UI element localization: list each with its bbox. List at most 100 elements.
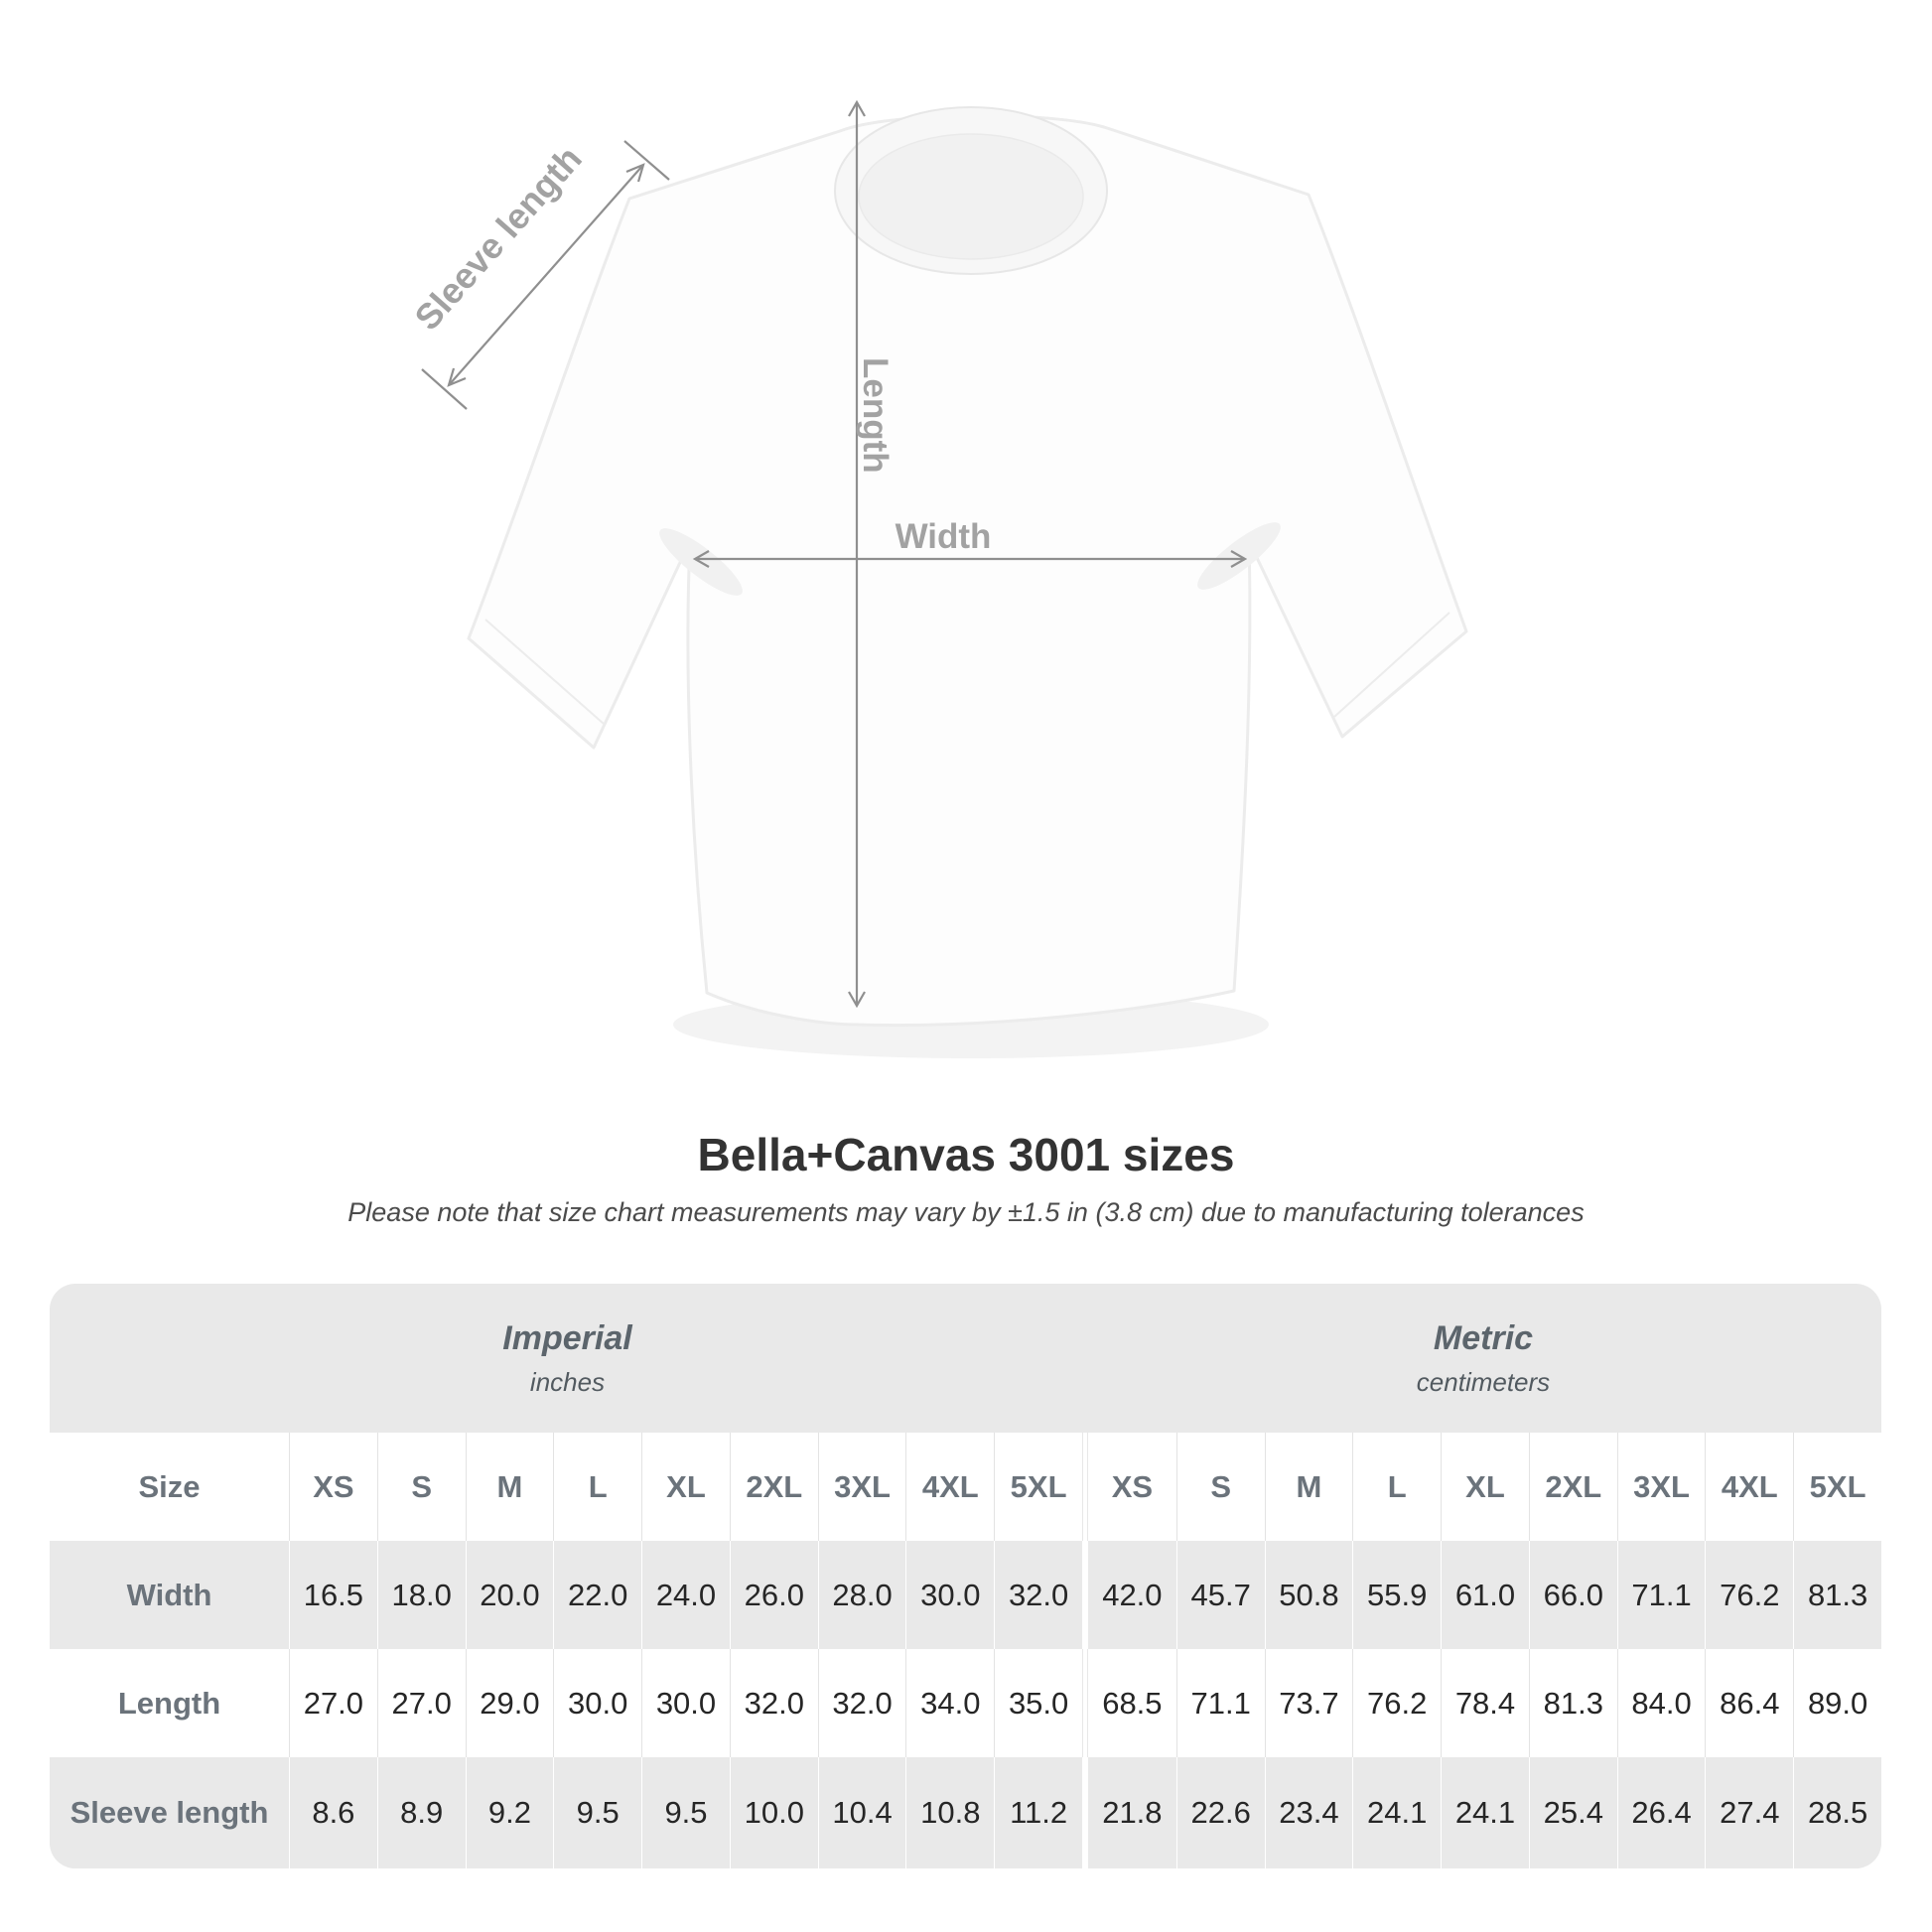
width-label: Width (895, 517, 992, 556)
sleeve-length-metric-2XL: 25.4 (1528, 1757, 1617, 1868)
sleeve-length-row: Sleeve length 8.6 8.9 9.2 9.5 9.5 10.0 10.4 10.8… (50, 1757, 1881, 1868)
width-metric-XL: 61.0 (1441, 1541, 1529, 1649)
length-imperial-XL: 30.0 (641, 1649, 730, 1757)
width-imperial-5XL: 32.0 (994, 1541, 1082, 1649)
length-metric-XL: 78.4 (1441, 1649, 1529, 1757)
sleeve-length-label: Sleeve length (69, 1795, 269, 1830)
size-header-label: Size (138, 1468, 201, 1504)
width-row: Width 16.5 18.0 20.0 22.0 24.0 26.0 28.0 30.0 32.… (50, 1541, 1881, 1649)
width-metric-4XL: 76.2 (1705, 1541, 1793, 1649)
length-metric-XS: 68.5 (1102, 1685, 1163, 1721)
width-imperial-M: 20.0 (465, 1541, 554, 1649)
imperial-group-header: Imperial inches (50, 1284, 1085, 1433)
left-cuff-line (484, 619, 605, 725)
length-imperial-L: 30.0 (553, 1649, 641, 1757)
sleeve-length-metric-XS: 21.8 (1102, 1795, 1163, 1830)
size-header-imperial-M: M (465, 1433, 554, 1541)
size-header-metric-3XL: 3XL (1616, 1433, 1706, 1541)
size-header-metric-XL: XL (1441, 1433, 1529, 1541)
size-header-metric-S: S (1175, 1433, 1265, 1541)
size-header-metric-M: M (1264, 1433, 1353, 1541)
collar-inner (858, 133, 1084, 260)
sleeve-length-imperial-M: 9.2 (465, 1757, 554, 1868)
width-imperial-L: 22.0 (553, 1541, 641, 1649)
width-metric-XS: 42.0 (1102, 1577, 1163, 1612)
sleeve-length-imperial-2XL: 10.0 (729, 1757, 818, 1868)
width-imperial-2XL: 26.0 (729, 1541, 818, 1649)
metric-unit-label: centimeters (1416, 1366, 1551, 1397)
width-metric-2XL: 66.0 (1528, 1541, 1617, 1649)
length-metric-4XL: 86.4 (1705, 1649, 1793, 1757)
page-subtitle: Please note that size chart measurements… (347, 1197, 1585, 1227)
length-metric-2XL: 81.3 (1528, 1649, 1617, 1757)
length-imperial-M: 29.0 (465, 1649, 554, 1757)
sleeve-length-metric-XL: 24.1 (1441, 1757, 1529, 1868)
tshirt-illustration (421, 99, 1468, 1058)
length-label: Length (856, 357, 895, 474)
sleeve-length-metric-L: 24.1 (1352, 1757, 1441, 1868)
width-imperial-S: 18.0 (376, 1541, 466, 1649)
imperial-metric-divider (1082, 1541, 1088, 1649)
length-imperial-5XL: 35.0 (994, 1649, 1082, 1757)
table-rows: Size XS S M L XL 2XL 3XL 4XL 5XL XS S M L XL 2XL 3XL 4XL 5… (50, 1433, 1881, 1868)
length-metric-L: 76.2 (1352, 1649, 1441, 1757)
imperial-unit-label: inches (529, 1366, 606, 1397)
width-metric-3XL: 71.1 (1616, 1541, 1706, 1649)
imperial-metric-divider (1082, 1433, 1088, 1541)
sleeve-length-arrow (421, 140, 670, 410)
sleeve-length-metric-M: 23.4 (1264, 1757, 1353, 1868)
metric-label: Metric (1433, 1318, 1534, 1357)
length-metric-S: 71.1 (1175, 1649, 1265, 1757)
length-imperial-2XL: 32.0 (729, 1649, 818, 1757)
sleeve-length-imperial-XS: 8.6 (289, 1757, 377, 1868)
unit-band: Imperial inches Metric centimeters (50, 1284, 1881, 1433)
size-header-imperial-L: L (553, 1433, 641, 1541)
width-imperial-3XL: 28.0 (817, 1541, 906, 1649)
size-header-imperial-5XL: 5XL (994, 1433, 1082, 1541)
width-metric-S: 45.7 (1175, 1541, 1265, 1649)
page-title: Bella+Canvas 3001 sizes (697, 1129, 1235, 1180)
length-imperial-S: 27.0 (376, 1649, 466, 1757)
size-header-metric-5XL: 5XL (1793, 1433, 1881, 1541)
right-cuff-line (1333, 612, 1450, 718)
length-row: Length 27.0 27.0 29.0 30.0 30.0 32.0 32.0 34.0 35… (50, 1649, 1881, 1757)
width-arrow (692, 550, 1248, 568)
width-imperial-XS: 16.5 (289, 1541, 377, 1649)
length-metric-M: 73.7 (1264, 1649, 1353, 1757)
sleeve-length-metric-S: 22.6 (1175, 1757, 1265, 1868)
size-header-imperial-2XL: 2XL (729, 1433, 818, 1541)
imperial-label: Imperial (502, 1318, 632, 1357)
size-header-metric-2XL: 2XL (1528, 1433, 1617, 1541)
width-metric-5XL: 81.3 (1793, 1541, 1881, 1649)
size-header-row: Size XS S M L XL 2XL 3XL 4XL 5XL XS S M L XL 2XL 3XL 4XL 5… (50, 1433, 1881, 1541)
length-label: Length (117, 1685, 221, 1721)
width-imperial-4XL: 30.0 (905, 1541, 994, 1649)
size-header-metric-4XL: 4XL (1705, 1433, 1793, 1541)
size-header-imperial-XL: XL (641, 1433, 730, 1541)
size-header-imperial-S: S (376, 1433, 466, 1541)
size-table: Imperial inches Metric centimeters Size X… (50, 1284, 1881, 1868)
length-imperial-3XL: 32.0 (817, 1649, 906, 1757)
sleeve-length-metric-4XL: 27.4 (1705, 1757, 1793, 1868)
length-metric-3XL: 84.0 (1616, 1649, 1706, 1757)
sleeve-length-imperial-3XL: 10.4 (817, 1757, 906, 1868)
width-metric-L: 55.9 (1352, 1541, 1441, 1649)
sleeve-length-imperial-S: 8.9 (376, 1757, 466, 1868)
length-arrow (848, 99, 866, 1009)
sleeve-length-imperial-5XL: 11.2 (994, 1757, 1082, 1868)
sleeve-length-imperial-L: 9.5 (553, 1757, 641, 1868)
imperial-metric-divider (1082, 1649, 1088, 1757)
size-header-metric-XS: XS (1111, 1468, 1154, 1504)
sleeve-length-metric-3XL: 26.4 (1616, 1757, 1706, 1868)
length-metric-5XL: 89.0 (1793, 1649, 1881, 1757)
size-header-imperial-3XL: 3XL (817, 1433, 906, 1541)
imperial-metric-divider (1082, 1757, 1088, 1868)
width-label: Width (126, 1577, 212, 1612)
sleeve-length-imperial-XL: 9.5 (641, 1757, 730, 1868)
sleeve-length-imperial-4XL: 10.8 (905, 1757, 994, 1868)
length-imperial-XS: 27.0 (289, 1649, 377, 1757)
sleeve-length-metric-5XL: 28.5 (1793, 1757, 1881, 1868)
width-imperial-XL: 24.0 (641, 1541, 730, 1649)
width-metric-M: 50.8 (1264, 1541, 1353, 1649)
